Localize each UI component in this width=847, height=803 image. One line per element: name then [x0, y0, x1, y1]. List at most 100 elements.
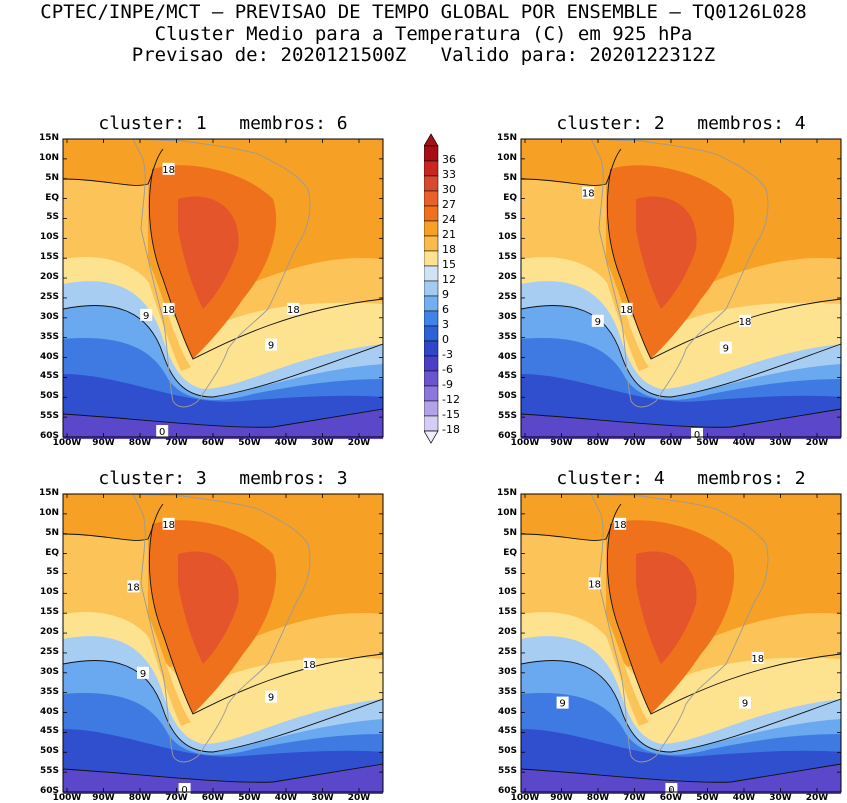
lat-label: 60S: [39, 786, 59, 796]
lon-label: 70W: [165, 793, 188, 803]
lon-label: 80W: [128, 438, 152, 448]
lon-label: 30W: [769, 793, 792, 803]
contour-label: 18: [287, 305, 300, 316]
lon-label: 70W: [165, 438, 188, 448]
lat-label: 45S: [497, 371, 517, 382]
lat-label: 15N: [38, 133, 59, 143]
contour-label: 18: [588, 579, 601, 590]
lat-label: 60S: [497, 786, 517, 796]
lat-label: 15S: [39, 252, 59, 263]
contour-18-north: [62, 503, 164, 541]
contour-label: 9: [140, 669, 146, 680]
contour-18-north: [62, 148, 164, 186]
legend-swatch: [423, 205, 439, 222]
lat-label: 55S: [497, 766, 517, 777]
lat-label: 30S: [39, 311, 59, 322]
map-frame: [520, 138, 842, 438]
lat-label: 5S: [46, 212, 59, 223]
lat-label: 45S: [39, 371, 59, 382]
lon-label: 90W: [92, 438, 115, 448]
lon-label: 30W: [311, 793, 334, 803]
legend-swatch: [423, 280, 439, 297]
contour-label-bg: [739, 314, 751, 327]
contour-label: 9: [143, 311, 149, 322]
lon-label: 80W: [586, 438, 610, 448]
lon-label: 50W: [238, 793, 261, 803]
lat-label: 45S: [39, 726, 59, 737]
field-hotter: [636, 551, 697, 664]
lat-label: 20S: [39, 627, 59, 638]
contour-label-bg: [127, 580, 140, 593]
legend-label: -12: [442, 393, 460, 406]
contour-9: [62, 660, 384, 753]
field-purple: [521, 409, 841, 439]
lon-label: 90W: [550, 438, 573, 448]
lat-label: 25S: [39, 646, 59, 657]
lat-label: 15S: [497, 252, 517, 263]
lon-label: 30W: [311, 438, 334, 448]
lon-label: 80W: [128, 793, 152, 803]
legend-label: 0: [442, 333, 449, 346]
map-frame: [62, 493, 384, 793]
field-hotter: [178, 551, 239, 664]
lat-label: 50S: [497, 746, 517, 757]
contour-0: [520, 408, 842, 428]
lat-label: 10N: [38, 152, 59, 163]
contour-18-south: [606, 523, 842, 715]
contour-label: 18: [162, 165, 175, 176]
field-andes: [139, 599, 191, 726]
lat-label: EQ: [503, 547, 517, 558]
lon-label: 40W: [274, 438, 298, 448]
lat-label: 60S: [39, 431, 59, 441]
temperature-map: 18 18 18 9 9 0: [62, 493, 384, 796]
lat-label: 10S: [497, 232, 517, 243]
legend-swatch: [423, 325, 439, 342]
contour-label-bg: [156, 425, 169, 438]
contour-label-bg: [287, 302, 300, 315]
lat-label: 55S: [39, 766, 59, 777]
legend-label: 9: [442, 288, 449, 301]
field-purple: [521, 764, 841, 794]
legend-label: 21: [442, 228, 456, 241]
lon-label: 40W: [732, 793, 756, 803]
legend-label: -15: [442, 408, 460, 421]
contour-label-bg: [614, 517, 627, 530]
lat-label: 50S: [497, 391, 517, 402]
lat-label: 60S: [497, 431, 517, 441]
lat-label: 15S: [497, 607, 517, 618]
legend-swatch: [423, 340, 439, 357]
lat-label: 55S: [497, 411, 517, 422]
lat-label: 5S: [504, 212, 517, 223]
contour-label-bg: [739, 696, 751, 709]
contour-label: 9: [268, 341, 274, 352]
lon-label: 100W: [52, 438, 82, 448]
panel-title: cluster: 2 membros: 4: [556, 113, 806, 134]
temperature-map: 18 18 18 9 9 0: [520, 138, 842, 441]
lat-label: 20S: [497, 272, 517, 283]
contour-label-bg: [588, 577, 601, 590]
lon-label: 50W: [238, 438, 261, 448]
contour-18-south: [148, 168, 384, 360]
contour-label-bg: [140, 308, 153, 321]
contour-label: 18: [582, 189, 595, 200]
panel-title: cluster: 3 membros: 3: [98, 468, 348, 489]
lon-label: 20W: [805, 793, 829, 803]
header-line-1: CPTEC/INPE/MCT – PREVISAO DE TEMPO GLOBA…: [40, 1, 807, 23]
lon-label: 60W: [659, 438, 683, 448]
legend-swatch: [423, 145, 439, 162]
legend-swatch: [423, 175, 439, 192]
lat-label: 25S: [497, 646, 517, 657]
contour-label-bg: [591, 314, 604, 327]
map-frame: [62, 138, 384, 438]
legend-swatch: [423, 160, 439, 177]
contour-label: 18: [620, 305, 633, 316]
field-purple: [63, 764, 383, 794]
map-frame: [520, 493, 842, 793]
header-line-2: Cluster Medio para a Temperatura (C) em …: [154, 23, 693, 45]
lat-label: 40S: [497, 351, 517, 362]
legend-swatch: [423, 355, 439, 372]
lat-label: 20S: [497, 627, 517, 638]
coastline: [590, 138, 769, 408]
contour-0: [62, 763, 384, 783]
lat-label: 30S: [497, 666, 517, 677]
